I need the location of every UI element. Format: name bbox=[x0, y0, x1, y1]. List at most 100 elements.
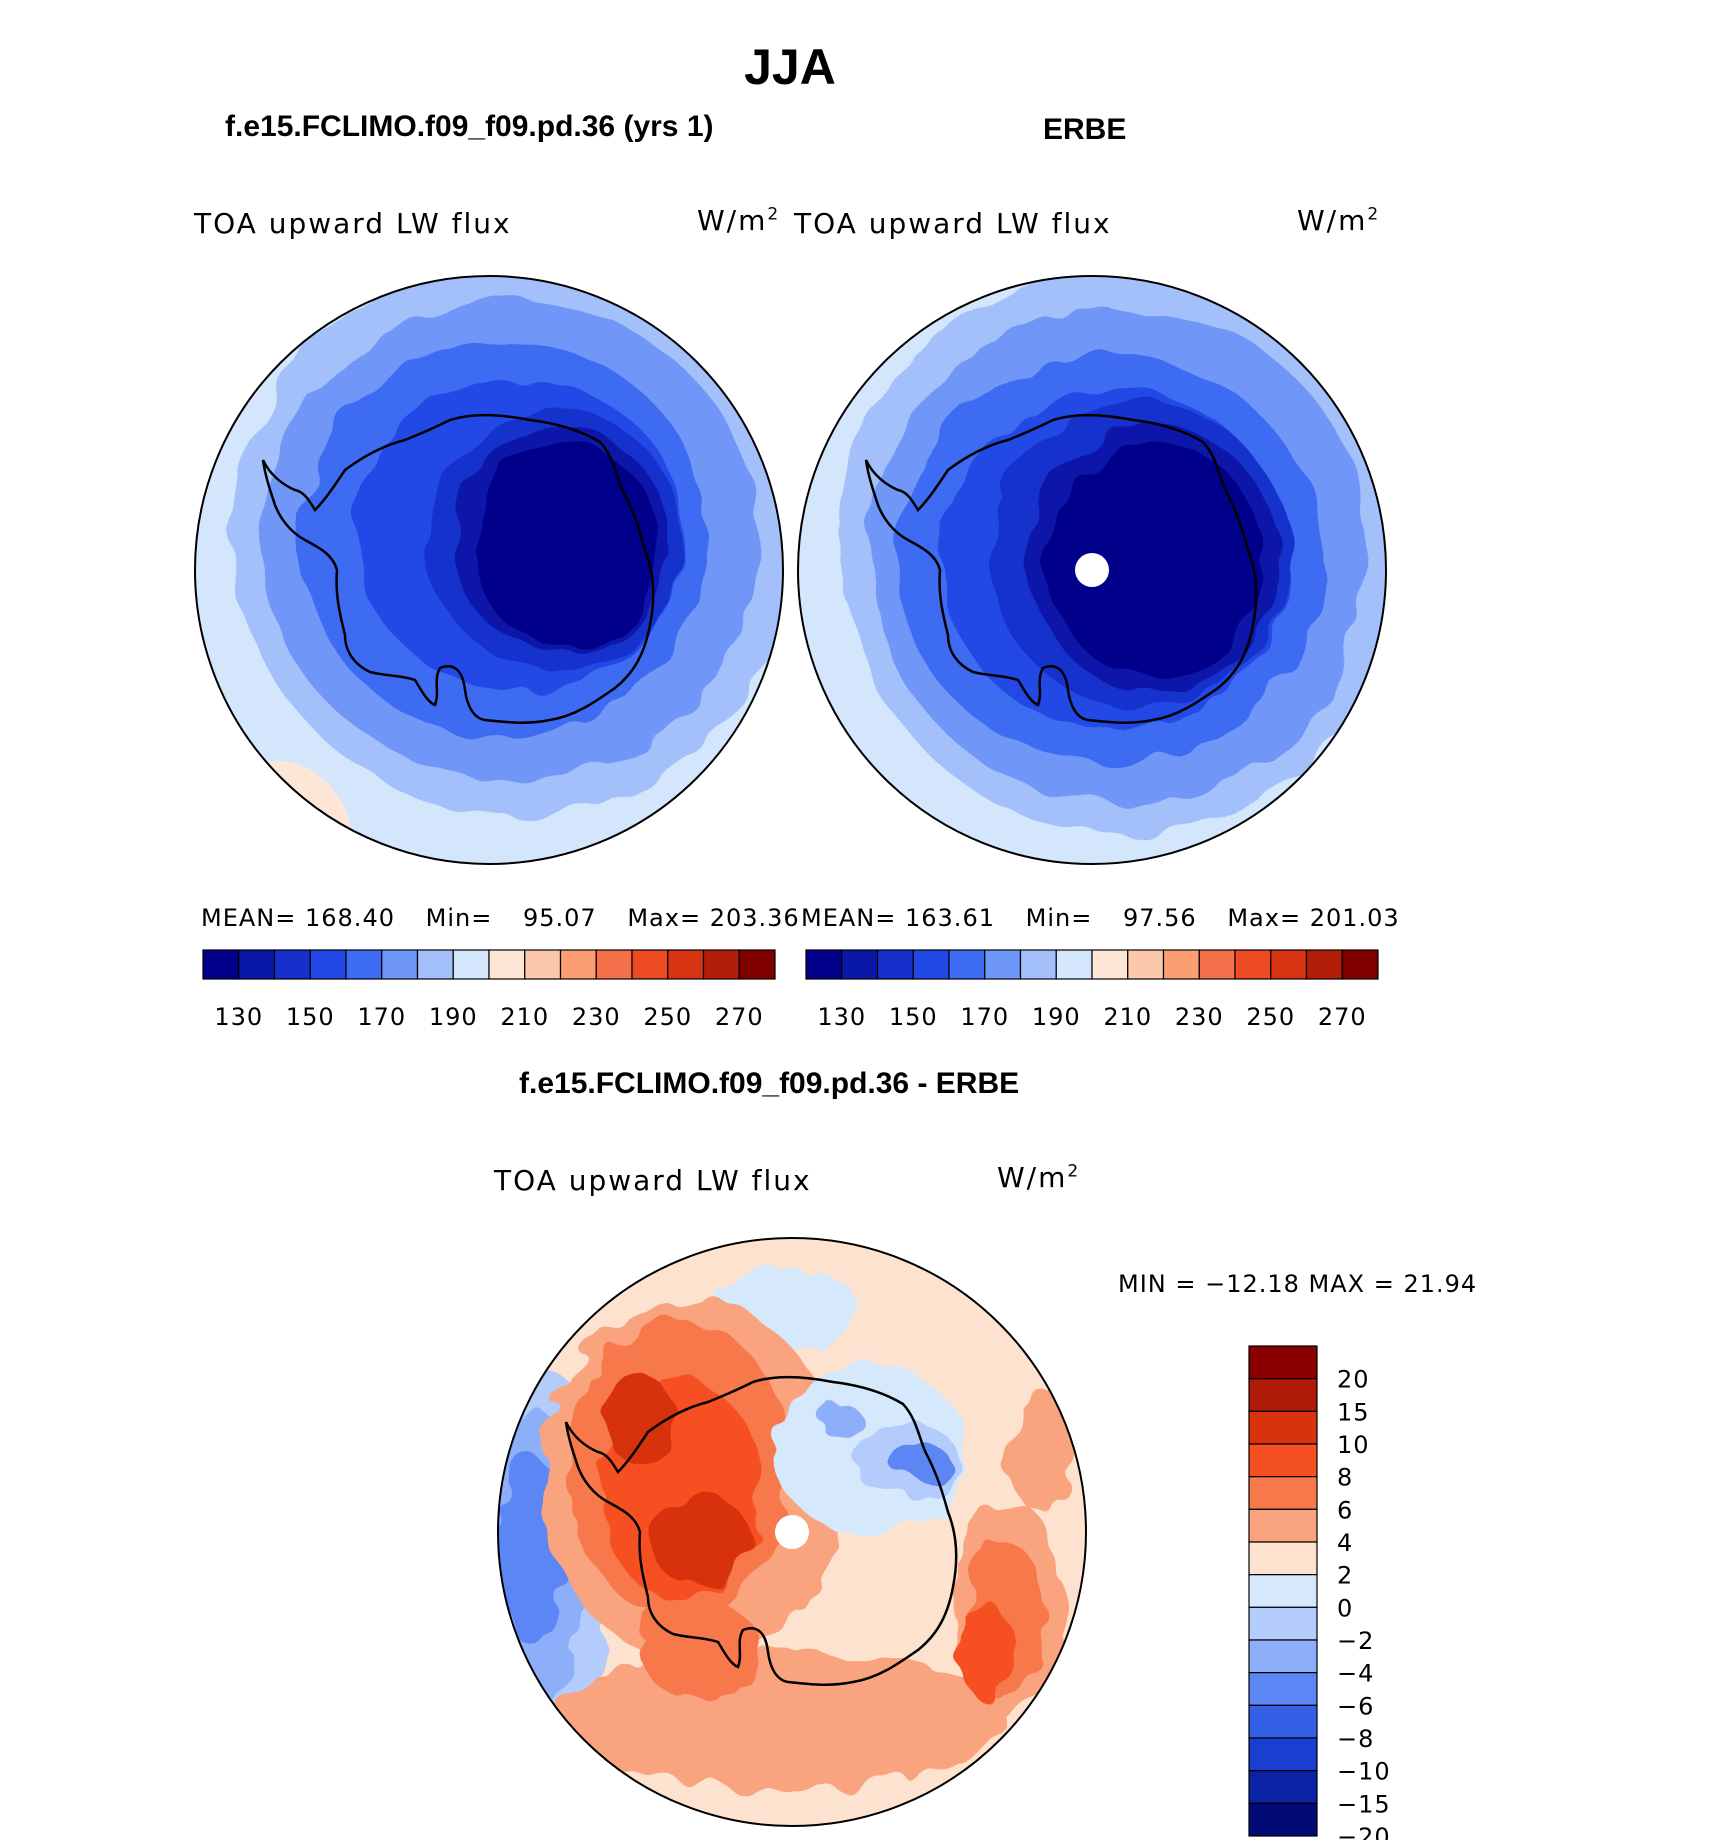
difference-colorbar-swatch bbox=[1248, 1639, 1318, 1674]
difference-colorbar-tick-label: 6 bbox=[1337, 1496, 1353, 1524]
obs-colorbar-tick-label: 210 bbox=[1103, 1003, 1152, 1031]
difference-colorbar-tick-label: −6 bbox=[1337, 1692, 1374, 1720]
obs-colorbar-swatch bbox=[1091, 949, 1129, 980]
model-colorbar-swatch bbox=[452, 949, 490, 980]
difference-colorbar-tick-label: −8 bbox=[1337, 1725, 1374, 1753]
difference-colorbar-swatch bbox=[1248, 1737, 1318, 1772]
difference-colorbar-swatch bbox=[1248, 1508, 1318, 1543]
model-stats: MEAN= 168.40 Min= 95.07 Max= 203.36 bbox=[201, 904, 800, 932]
obs-colorbar-tick-label: 230 bbox=[1175, 1003, 1224, 1031]
difference-colorbar-swatch bbox=[1248, 1345, 1318, 1380]
obs-colorbar-tick-label: 270 bbox=[1318, 1003, 1367, 1031]
obs-colorbar-tick-label: 190 bbox=[1032, 1003, 1081, 1031]
obs-colorbar-swatch bbox=[1019, 949, 1057, 980]
model-colorbar-tick-label: 230 bbox=[572, 1003, 621, 1031]
difference-colorbar-swatch bbox=[1248, 1802, 1318, 1837]
main-title: JJA bbox=[744, 39, 836, 95]
obs-colorbar-swatch bbox=[1270, 949, 1308, 980]
obs-colorbar-swatch bbox=[841, 949, 879, 980]
model-colorbar-tick-label: 150 bbox=[286, 1003, 335, 1031]
model-map-border bbox=[194, 275, 784, 865]
difference-units-label: W/m2 bbox=[997, 1161, 1081, 1194]
model-colorbar-swatch bbox=[738, 949, 776, 980]
difference-variable-label: TOA upward LW flux bbox=[494, 1164, 812, 1197]
model-colorbar-swatch bbox=[667, 949, 705, 980]
obs-panel-title: ERBE bbox=[1043, 113, 1127, 146]
obs-colorbar-swatch bbox=[876, 949, 914, 980]
difference-colorbar-swatch bbox=[1248, 1770, 1318, 1804]
difference-minmax: MIN = −12.18 MAX = 21.94 bbox=[1118, 1270, 1478, 1298]
obs-colorbar-swatch bbox=[1198, 949, 1236, 980]
model-colorbar-swatch bbox=[595, 949, 633, 980]
obs-colorbar-swatch bbox=[948, 949, 986, 980]
difference-colorbar-tick-label: −2 bbox=[1337, 1627, 1374, 1655]
difference-map bbox=[497, 1237, 1087, 1827]
model-colorbar-tick-label: 270 bbox=[715, 1003, 764, 1031]
difference-colorbar-tick-label: −10 bbox=[1337, 1758, 1391, 1786]
difference-colorbar-swatch bbox=[1248, 1672, 1318, 1706]
model-panel-title: f.e15.FCLIMO.f09_f09.pd.36 (yrs 1) bbox=[225, 110, 714, 143]
obs-pole-marker bbox=[1075, 553, 1109, 587]
model-colorbar-swatch bbox=[309, 949, 347, 980]
difference-colorbar-swatch bbox=[1248, 1541, 1318, 1576]
obs-colorbar-tick-label: 170 bbox=[960, 1003, 1009, 1031]
difference-colorbar-swatch bbox=[1248, 1704, 1318, 1739]
model-colorbar: 130 150 170 190 210 230 250 270 bbox=[202, 949, 776, 1031]
obs-colorbar-swatch bbox=[1055, 949, 1093, 980]
model-units-label: W/m2 bbox=[697, 204, 781, 237]
model-colorbar-swatch bbox=[202, 949, 240, 980]
model-colorbar-tick-label: 170 bbox=[357, 1003, 406, 1031]
obs-colorbar-swatch bbox=[1127, 949, 1165, 980]
difference-pole-marker bbox=[775, 1515, 809, 1549]
difference-colorbar-tick-label: 20 bbox=[1337, 1366, 1370, 1394]
obs-variable-label: TOA upward LW flux bbox=[794, 207, 1112, 240]
obs-stats: MEAN= 163.61 Min= 97.56 Max= 201.03 bbox=[801, 904, 1400, 932]
model-colorbar-swatch bbox=[559, 949, 597, 980]
difference-map-border bbox=[497, 1237, 1087, 1827]
obs-colorbar-swatch bbox=[1162, 949, 1200, 980]
difference-colorbar-swatch bbox=[1248, 1476, 1318, 1510]
difference-colorbar-swatch bbox=[1248, 1606, 1318, 1641]
obs-colorbar-swatch bbox=[1305, 949, 1343, 980]
difference-colorbar-tick-label: 0 bbox=[1337, 1594, 1353, 1622]
model-map bbox=[194, 275, 784, 865]
model-colorbar-swatch bbox=[345, 949, 383, 980]
obs-colorbar-tick-label: 130 bbox=[817, 1003, 866, 1031]
obs-colorbar-swatch bbox=[1341, 949, 1379, 980]
model-colorbar-swatch bbox=[381, 949, 419, 980]
model-colorbar-tick-label: 250 bbox=[643, 1003, 692, 1031]
difference-colorbar-tick-label: 8 bbox=[1337, 1464, 1353, 1492]
difference-colorbar-tick-label: 2 bbox=[1337, 1562, 1353, 1590]
model-variable-label: TOA upward LW flux bbox=[194, 207, 512, 240]
obs-colorbar-swatch bbox=[805, 949, 843, 980]
difference-colorbar-swatch bbox=[1248, 1574, 1318, 1608]
difference-colorbar-tick-label: 4 bbox=[1337, 1529, 1353, 1557]
model-colorbar-tick-label: 210 bbox=[500, 1003, 549, 1031]
obs-units-label: W/m2 bbox=[1297, 204, 1381, 237]
obs-colorbar-tick-label: 150 bbox=[889, 1003, 938, 1031]
difference-colorbar-swatch bbox=[1248, 1443, 1318, 1478]
obs-colorbar-swatch bbox=[984, 949, 1022, 980]
model-colorbar-swatch bbox=[238, 949, 276, 980]
obs-colorbar-swatch bbox=[1234, 949, 1272, 980]
difference-colorbar-tick-label: 15 bbox=[1337, 1398, 1370, 1426]
obs-colorbar-swatch bbox=[912, 949, 950, 980]
difference-colorbar-swatch bbox=[1248, 1410, 1318, 1445]
model-colorbar-swatch bbox=[416, 949, 454, 980]
obs-colorbar: 130 150 170 190 210 230 250 270 bbox=[805, 949, 1379, 1031]
difference-colorbar-tick-label: −15 bbox=[1337, 1790, 1391, 1818]
obs-map bbox=[797, 275, 1387, 865]
model-colorbar-swatch bbox=[702, 949, 740, 980]
model-colorbar-swatch bbox=[488, 949, 526, 980]
model-colorbar-swatch bbox=[524, 949, 562, 980]
difference-colorbar-tick-label: 10 bbox=[1337, 1431, 1370, 1459]
difference-colorbar-swatch bbox=[1248, 1378, 1318, 1412]
model-colorbar-swatch bbox=[631, 949, 669, 980]
obs-colorbar-tick-label: 250 bbox=[1246, 1003, 1295, 1031]
model-colorbar-swatch bbox=[273, 949, 311, 980]
difference-colorbar-tick-label: −4 bbox=[1337, 1660, 1374, 1688]
model-colorbar-tick-label: 190 bbox=[429, 1003, 478, 1031]
difference-colorbar-tick-label: −20 bbox=[1337, 1823, 1391, 1840]
